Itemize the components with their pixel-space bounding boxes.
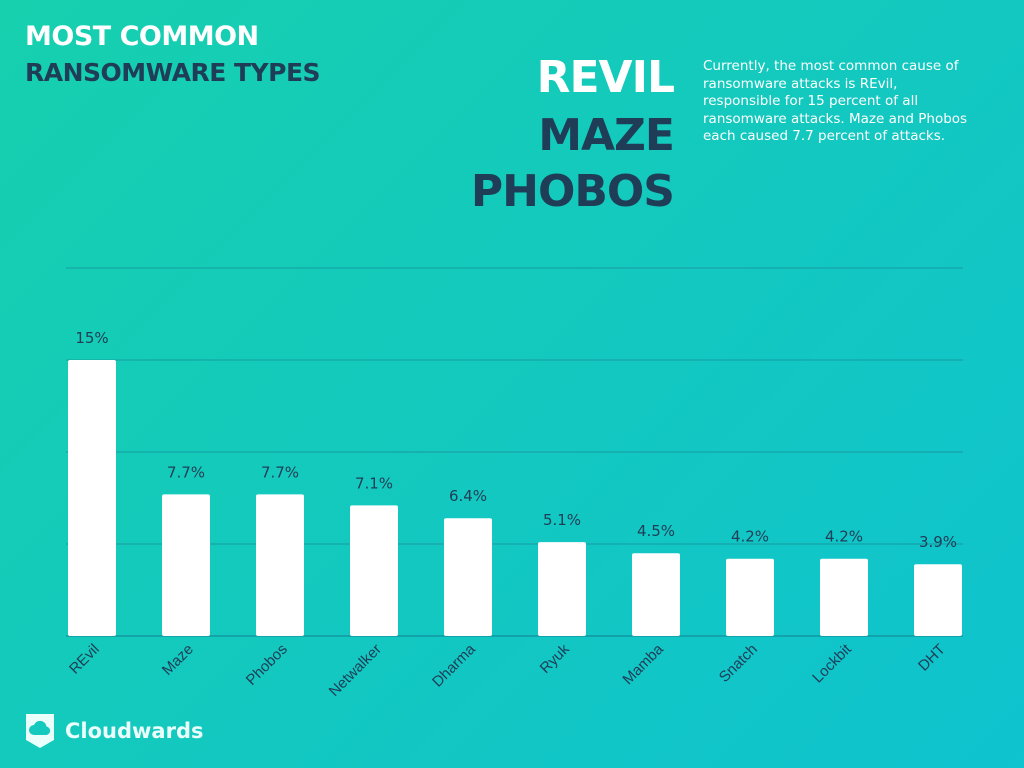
description: Currently, the most common cause of rans…	[703, 58, 968, 144]
highlight-revil: REVIL	[536, 52, 675, 103]
x-tick-label: Netwalker	[326, 641, 385, 700]
bar-phobos	[256, 494, 304, 636]
bar-dharma	[444, 518, 492, 636]
x-tick-label: Phobos	[243, 641, 291, 689]
bar-maze	[162, 494, 210, 636]
bar-lockbit	[820, 558, 868, 636]
data-label: 4.5%	[637, 522, 675, 540]
brand-logo: Cloudwards	[25, 713, 203, 749]
bar-netwalker	[350, 505, 398, 636]
x-tick-label: REvil	[66, 641, 103, 678]
bar-mamba	[632, 553, 680, 636]
data-label: 5.1%	[543, 511, 581, 529]
highlight-phobos: PHOBOS	[470, 166, 675, 217]
data-label: 3.9%	[919, 533, 957, 551]
highlight-maze: MAZE	[538, 110, 675, 161]
data-label: 7.1%	[355, 474, 393, 492]
title-line-2: RANSOMWARE TYPES	[25, 58, 321, 87]
cloud-shield-icon	[26, 714, 54, 748]
x-tick-label: Maze	[159, 641, 197, 679]
x-tick-label: DHT	[915, 641, 949, 675]
data-label: 7.7%	[261, 463, 299, 481]
bar-ryuk	[538, 542, 586, 636]
x-tick-label: Dharma	[429, 640, 479, 690]
bar-revil	[68, 360, 116, 636]
data-label: 7.7%	[167, 463, 205, 481]
bar-dht	[914, 564, 962, 636]
title-line-1: MOST COMMON	[25, 21, 259, 52]
brand-name: Cloudwards	[65, 719, 204, 743]
x-tick-label: Mamba	[619, 640, 667, 688]
bar-snatch	[726, 558, 774, 636]
data-label: 4.2%	[825, 528, 863, 546]
data-label: 6.4%	[449, 487, 487, 505]
x-tick-label: Ryuk	[537, 640, 574, 677]
data-label: 4.2%	[731, 528, 769, 546]
data-label: 15%	[75, 329, 108, 347]
x-tick-label: Snatch	[716, 641, 761, 686]
x-tick-label: Lockbit	[809, 640, 855, 686]
